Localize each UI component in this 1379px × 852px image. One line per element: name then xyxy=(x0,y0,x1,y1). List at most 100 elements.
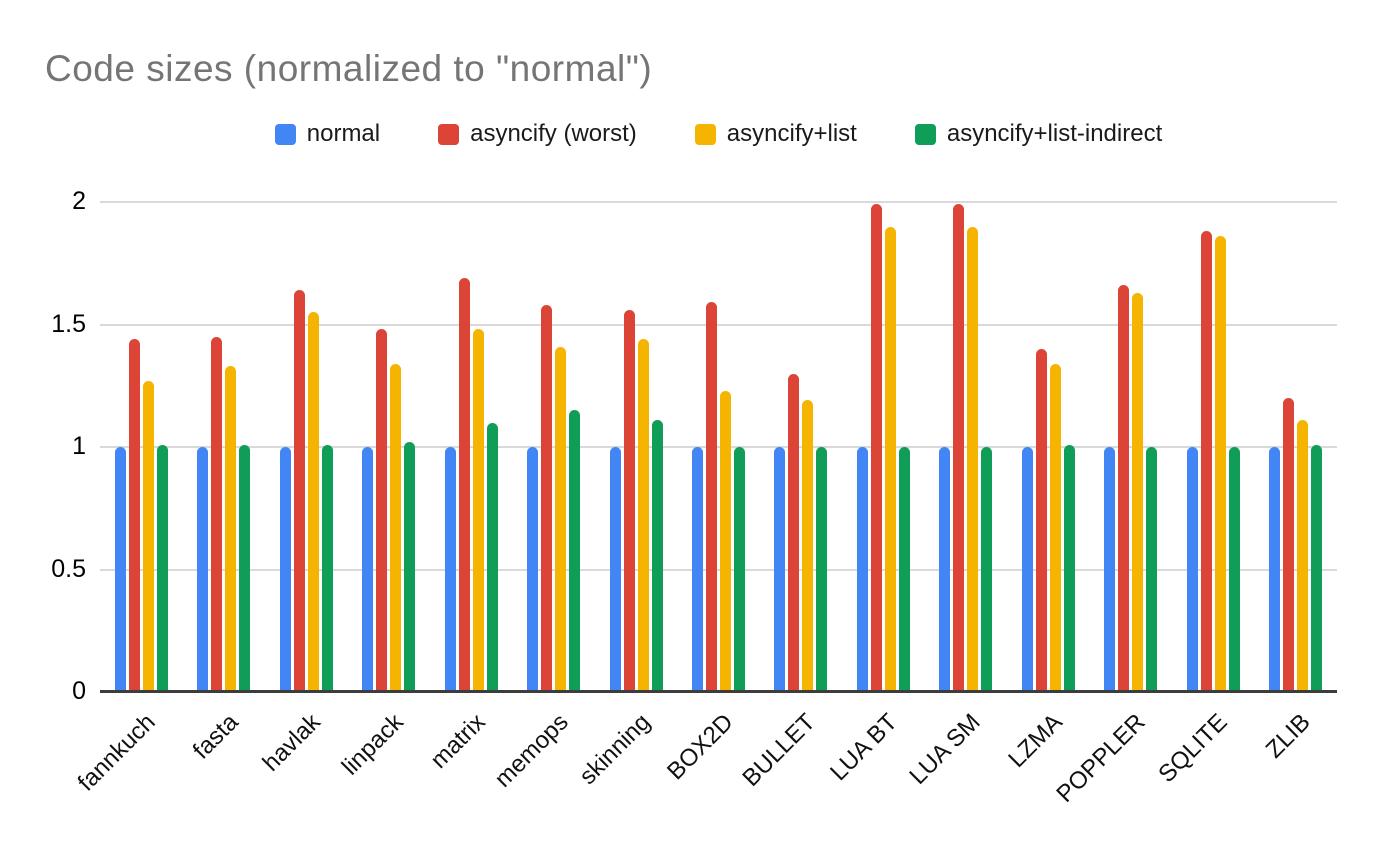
chart-legend: normal asyncify (worst) asyncify+list async… xyxy=(100,120,1337,148)
legend-label: asyncify (worst) xyxy=(470,120,637,147)
y-tick-label-1.5: 1.5 xyxy=(51,309,86,338)
bar-asyncify-worst--BOX2D xyxy=(706,302,718,692)
bar-asyncify+list-indirect-LUA SM xyxy=(981,447,993,692)
legend-item-3: asyncify+list-indirect xyxy=(914,120,1163,148)
bar-asyncify+list-skinning xyxy=(637,339,649,692)
bar-groups xyxy=(100,202,1337,692)
bar-group-LUA BT xyxy=(842,202,924,692)
bar-asyncify+list-indirect-LZMA xyxy=(1063,444,1075,692)
bar-asyncify+list-indirect-SQLITE xyxy=(1228,447,1240,692)
bar-group-BULLET xyxy=(760,202,842,692)
bar-asyncify+list-LZMA xyxy=(1049,363,1061,692)
y-tick-label-0.5: 0.5 xyxy=(51,554,86,583)
bar-normal-skinning xyxy=(609,447,621,692)
chart-title: Code sizes (normalized to "normal") xyxy=(45,48,653,89)
bar-asyncify+list-indirect-skinning xyxy=(651,420,663,692)
bar-normal-SQLITE xyxy=(1186,447,1198,692)
legend-swatch-icon xyxy=(274,123,296,145)
bar-asyncify-worst--matrix xyxy=(458,277,470,692)
bar-asyncify+list-indirect-BOX2D xyxy=(734,447,746,692)
gridline-1 xyxy=(100,446,1337,448)
bar-asyncify+list-LUA BT xyxy=(884,226,896,692)
bar-normal-POPPLER xyxy=(1104,447,1116,692)
y-tick-label-2: 2 xyxy=(72,187,86,215)
bar-asyncify+list-indirect-LUA BT xyxy=(898,447,910,692)
bar-normal-LUA SM xyxy=(939,447,951,692)
bar-group-skinning xyxy=(595,202,677,692)
bar-asyncify-worst--LUA BT xyxy=(870,204,882,692)
gridline-0.5 xyxy=(100,568,1337,571)
bar-asyncify+list-POPPLER xyxy=(1132,292,1144,692)
gridline-2 xyxy=(100,201,1337,203)
bar-normal-matrix xyxy=(444,447,456,692)
bar-normal-LUA BT xyxy=(856,447,868,692)
bar-asyncify+list-BULLET xyxy=(802,400,814,692)
bar-asyncify+list-indirect-ZLIB xyxy=(1311,444,1323,692)
y-tick-label-0: 0 xyxy=(72,677,86,705)
bar-asyncify+list-fannkuch xyxy=(142,380,154,692)
bar-normal-ZLIB xyxy=(1269,447,1281,692)
bar-asyncify+list-matrix xyxy=(472,329,484,692)
bar-group-fasta xyxy=(182,202,264,692)
bar-asyncify-worst--LUA SM xyxy=(953,204,965,692)
bar-asyncify-worst--linpack xyxy=(376,329,388,692)
bar-group-LZMA xyxy=(1007,202,1089,692)
bar-asyncify+list-havlak xyxy=(307,312,319,692)
bar-normal-linpack xyxy=(362,447,374,692)
bar-asyncify+list-ZLIB xyxy=(1297,420,1309,692)
legend-swatch-icon xyxy=(694,123,716,145)
bar-asyncify+list-linpack xyxy=(390,363,402,692)
bar-normal-fannkuch xyxy=(114,447,126,692)
bar-group-LUA SM xyxy=(925,202,1007,692)
bar-normal-LZMA xyxy=(1021,447,1033,692)
bar-asyncify-worst--fasta xyxy=(211,336,223,692)
bar-group-ZLIB xyxy=(1255,202,1337,692)
bar-asyncify+list-indirect-fasta xyxy=(239,444,251,692)
bar-group-memops xyxy=(512,202,594,692)
bar-asyncify+list-LUA SM xyxy=(967,226,979,692)
bar-normal-memops xyxy=(527,447,539,692)
plot-area xyxy=(100,201,1337,693)
bar-group-linpack xyxy=(347,202,429,692)
bar-asyncify-worst--fannkuch xyxy=(128,339,140,692)
bar-group-BOX2D xyxy=(677,202,759,692)
bar-asyncify+list-SQLITE xyxy=(1214,236,1226,692)
bar-asyncify+list-indirect-BULLET xyxy=(816,447,828,692)
bar-asyncify-worst--POPPLER xyxy=(1118,285,1130,692)
bar-asyncify+list-BOX2D xyxy=(720,390,732,692)
bar-asyncify+list-indirect-fannkuch xyxy=(156,444,168,692)
bar-group-POPPLER xyxy=(1090,202,1172,692)
legend-label: normal xyxy=(306,120,381,147)
bar-asyncify-worst--SQLITE xyxy=(1200,231,1212,692)
bar-asyncify-worst--skinning xyxy=(623,309,635,692)
bar-group-SQLITE xyxy=(1172,202,1254,692)
legend-swatch-icon xyxy=(914,123,936,145)
legend-label: asyncify+list xyxy=(726,120,857,147)
bar-asyncify+list-indirect-havlak xyxy=(321,444,333,692)
legend-item-0: normal xyxy=(274,120,381,148)
bar-asyncify+list-fasta xyxy=(225,366,237,692)
bar-asyncify-worst--ZLIB xyxy=(1283,398,1295,692)
bar-normal-fasta xyxy=(197,447,209,692)
bar-asyncify+list-indirect-matrix xyxy=(486,422,498,692)
x-axis-category-labels: fannkuch fasta havlak linpack matrix memops sk… xyxy=(73,702,1337,842)
bar-normal-BULLET xyxy=(774,447,786,692)
gridline-1.5 xyxy=(100,323,1337,326)
y-tick-label-1: 1 xyxy=(72,432,86,460)
x-axis-line xyxy=(100,690,1337,693)
bar-group-havlak xyxy=(265,202,347,692)
legend-swatch-icon xyxy=(438,123,460,145)
bar-asyncify-worst--BULLET xyxy=(788,373,800,692)
legend-item-1: asyncify (worst) xyxy=(438,120,637,148)
bar-asyncify+list-memops xyxy=(555,346,567,692)
bar-asyncify+list-indirect-memops xyxy=(569,410,581,692)
legend-label: asyncify+list-indirect xyxy=(946,120,1163,147)
bar-group-matrix xyxy=(430,202,512,692)
bar-asyncify-worst--memops xyxy=(541,304,553,692)
bar-asyncify-worst--havlak xyxy=(293,290,305,692)
legend-item-2: asyncify+list xyxy=(694,120,857,148)
bar-group-fannkuch xyxy=(100,202,182,692)
bar-asyncify+list-indirect-POPPLER xyxy=(1146,447,1158,692)
bar-normal-havlak xyxy=(279,447,291,692)
bar-normal-BOX2D xyxy=(692,447,704,692)
